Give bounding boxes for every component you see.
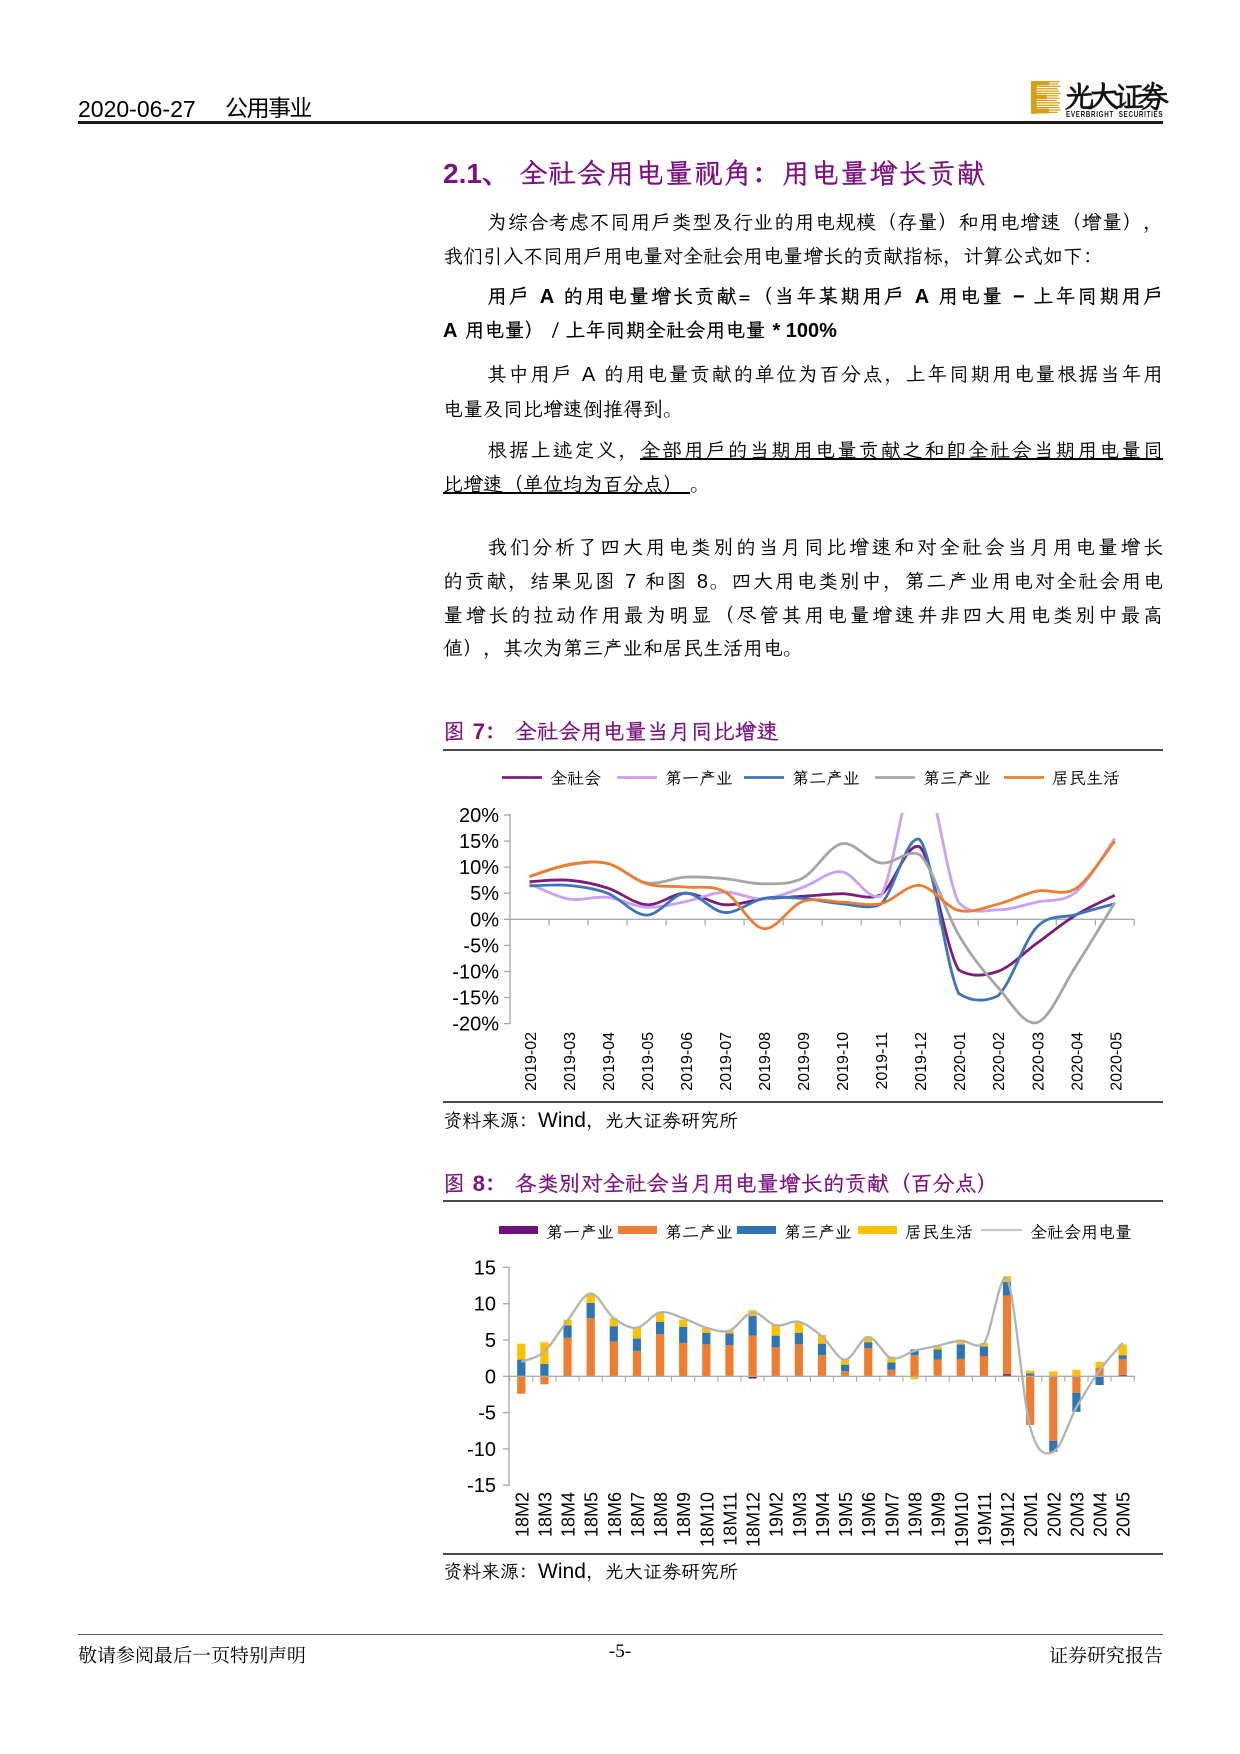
svg-text:20%: 20%: [459, 805, 499, 827]
svg-text:18M6: 18M6: [605, 1492, 625, 1537]
svg-text:-5%: -5%: [463, 935, 499, 957]
svg-text:19M12: 19M12: [998, 1492, 1018, 1547]
svg-text:2019-04: 2019-04: [601, 1032, 618, 1091]
svg-text:-15: -15: [467, 1475, 496, 1497]
svg-text:20M5: 20M5: [1114, 1492, 1134, 1537]
svg-text:-20%: -20%: [452, 1014, 499, 1036]
svg-text:18M3: 18M3: [535, 1492, 555, 1537]
svg-text:18M11: 18M11: [721, 1492, 741, 1546]
svg-text:2019-09: 2019-09: [796, 1032, 813, 1091]
svg-text:2019-05: 2019-05: [640, 1032, 657, 1091]
svg-text:19M2: 19M2: [767, 1492, 787, 1537]
svg-text:10: 10: [474, 1294, 496, 1316]
svg-text:18M10: 18M10: [697, 1492, 717, 1547]
svg-text:-5: -5: [478, 1403, 496, 1425]
svg-text:-10%: -10%: [452, 962, 499, 984]
svg-text:居民生活: 居民生活: [905, 1220, 973, 1243]
svg-text:20M2: 20M2: [1044, 1492, 1064, 1537]
svg-text:0: 0: [485, 1366, 496, 1388]
svg-text:20M1: 20M1: [1021, 1492, 1041, 1537]
svg-text:18M4: 18M4: [559, 1492, 579, 1537]
svg-text:19M8: 19M8: [906, 1492, 926, 1537]
svg-text:第三产业: 第三产业: [923, 766, 991, 789]
svg-text:19M6: 19M6: [859, 1492, 879, 1537]
svg-text:2020-05: 2020-05: [1108, 1032, 1125, 1091]
svg-text:2020-04: 2020-04: [1069, 1032, 1086, 1091]
svg-text:19M10: 19M10: [952, 1492, 972, 1547]
svg-text:2020-03: 2020-03: [1030, 1032, 1047, 1091]
svg-text:19M7: 19M7: [882, 1492, 902, 1537]
svg-text:2019-03: 2019-03: [562, 1032, 579, 1091]
svg-text:18M2: 18M2: [512, 1492, 532, 1537]
svg-text:全社会: 全社会: [550, 766, 601, 789]
svg-text:19M4: 19M4: [813, 1492, 833, 1537]
svg-text:18M9: 18M9: [674, 1492, 694, 1537]
svg-text:15%: 15%: [459, 831, 499, 853]
svg-text:5%: 5%: [470, 883, 499, 905]
svg-text:第三产业: 第三产业: [784, 1220, 852, 1243]
svg-text:10%: 10%: [459, 857, 499, 879]
svg-text:2019-10: 2019-10: [835, 1032, 852, 1091]
svg-text:第一产业: 第一产业: [665, 766, 733, 789]
svg-text:第二产业: 第二产业: [792, 766, 860, 789]
svg-text:居民生活: 居民生活: [1052, 766, 1120, 789]
svg-text:-15%: -15%: [452, 988, 499, 1010]
svg-text:全社会用电量: 全社会用电量: [1030, 1220, 1132, 1243]
svg-text:20M4: 20M4: [1091, 1492, 1111, 1537]
svg-text:18M8: 18M8: [651, 1492, 671, 1537]
svg-text:2019-06: 2019-06: [679, 1032, 696, 1091]
svg-text:18M5: 18M5: [582, 1492, 602, 1537]
svg-text:2020-01: 2020-01: [952, 1032, 969, 1091]
svg-text:19M11: 19M11: [975, 1492, 995, 1546]
svg-text:19M9: 19M9: [929, 1492, 949, 1537]
svg-text:20M3: 20M3: [1067, 1492, 1087, 1537]
svg-text:18M7: 18M7: [628, 1492, 648, 1537]
svg-text:2019-08: 2019-08: [757, 1032, 774, 1091]
svg-text:2019-07: 2019-07: [718, 1032, 735, 1091]
svg-text:0%: 0%: [470, 909, 499, 931]
svg-text:19M5: 19M5: [836, 1492, 856, 1537]
svg-text:18M12: 18M12: [744, 1492, 764, 1547]
svg-text:15: 15: [474, 1257, 496, 1279]
svg-text:-10: -10: [467, 1439, 496, 1461]
svg-text:2020-02: 2020-02: [991, 1032, 1008, 1091]
svg-text:5: 5: [485, 1330, 496, 1352]
svg-text:第二产业: 第二产业: [665, 1220, 733, 1243]
svg-text:第一产业: 第一产业: [546, 1220, 614, 1243]
svg-text:19M3: 19M3: [790, 1492, 810, 1537]
svg-text:2019-11: 2019-11: [874, 1032, 891, 1090]
svg-text:2019-12: 2019-12: [913, 1032, 930, 1091]
svg-text:2019-02: 2019-02: [523, 1032, 540, 1091]
